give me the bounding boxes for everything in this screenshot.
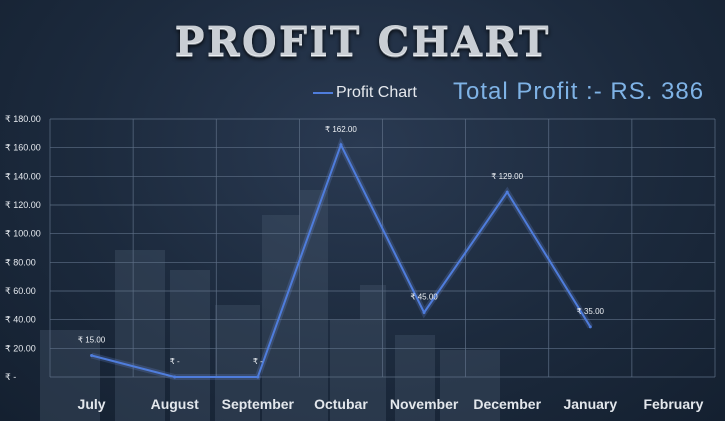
y-tick-label: ₹ 140.00	[5, 171, 41, 181]
y-tick-label: ₹ 160.00	[5, 143, 41, 153]
y-tick-label: ₹ 60.00	[5, 286, 36, 296]
data-point	[339, 143, 343, 147]
data-point	[588, 325, 592, 329]
data-point	[90, 354, 94, 357]
y-tick-label: ₹ 20.00	[5, 343, 36, 353]
data-point	[505, 190, 509, 194]
data-point	[173, 375, 177, 379]
data-point	[256, 375, 260, 379]
legend-label: Profit Chart	[336, 84, 417, 101]
y-tick-label: ₹ 180.00	[5, 114, 41, 124]
chart-legend: Profit Chart	[313, 84, 417, 102]
data-label: ₹ 129.00	[491, 172, 523, 181]
data-label: ₹ 162.00	[325, 125, 357, 134]
x-category-label: September	[222, 396, 295, 412]
x-category-label: December	[473, 396, 541, 412]
total-profit-text: Total Profit :- RS. 386	[453, 78, 705, 105]
data-point	[422, 311, 426, 314]
data-label: ₹ 15.00	[78, 336, 106, 345]
x-category-label: Octubar	[314, 396, 368, 412]
y-tick-label: ₹ -	[5, 372, 16, 382]
y-tick-label: ₹ 120.00	[5, 200, 41, 210]
y-tick-label: ₹ 80.00	[5, 257, 36, 267]
data-label: ₹ -	[253, 357, 263, 366]
y-tick-label: ₹ 100.00	[5, 229, 41, 239]
x-category-label: February	[643, 396, 703, 412]
chart-title: PROFIT CHART	[174, 18, 551, 65]
data-label: ₹ 35.00	[577, 307, 605, 316]
x-category-label: November	[390, 396, 459, 412]
x-category-label: August	[151, 396, 200, 412]
data-label: ₹ 45.00	[410, 293, 438, 302]
x-category-label: July	[78, 396, 106, 412]
legend-swatch	[313, 92, 333, 94]
x-category-label: January	[563, 396, 617, 412]
data-label: ₹ -	[170, 357, 180, 366]
y-tick-label: ₹ 40.00	[5, 315, 36, 325]
